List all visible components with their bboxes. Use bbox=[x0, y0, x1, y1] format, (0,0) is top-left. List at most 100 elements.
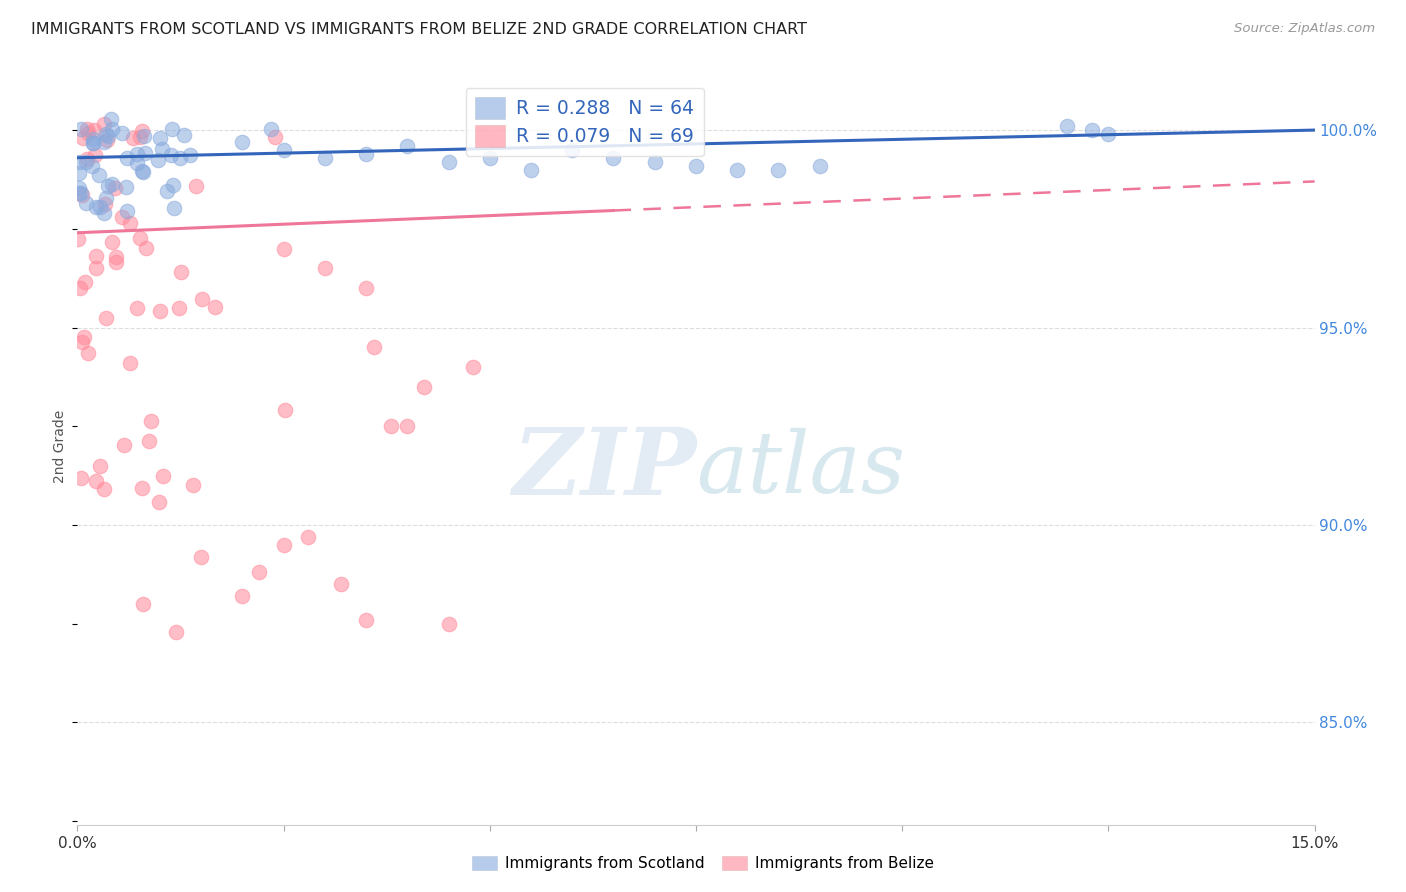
Point bbox=[67, 154, 90, 169]
Point bbox=[111, 126, 134, 140]
Point bbox=[132, 597, 155, 611]
Point bbox=[96, 133, 118, 147]
Point bbox=[169, 151, 191, 165]
Point bbox=[127, 156, 149, 170]
Point bbox=[274, 403, 297, 417]
Point bbox=[162, 178, 184, 192]
Point bbox=[149, 131, 172, 145]
Point bbox=[93, 117, 115, 131]
Point bbox=[725, 162, 748, 177]
Point bbox=[247, 566, 270, 580]
Point bbox=[121, 130, 143, 145]
Point bbox=[73, 275, 96, 289]
Point bbox=[1056, 119, 1078, 133]
Point bbox=[165, 624, 187, 639]
Point bbox=[125, 301, 148, 316]
Point bbox=[77, 126, 100, 140]
Point bbox=[89, 200, 111, 214]
Point bbox=[170, 265, 193, 279]
Point bbox=[105, 251, 128, 265]
Point bbox=[131, 124, 153, 138]
Point bbox=[76, 152, 98, 166]
Point bbox=[148, 153, 170, 167]
Point bbox=[93, 135, 115, 149]
Text: ZIP: ZIP bbox=[512, 424, 696, 514]
Point bbox=[191, 292, 214, 306]
Point bbox=[396, 139, 419, 153]
Point bbox=[808, 159, 831, 173]
Point bbox=[162, 121, 184, 136]
Point bbox=[685, 159, 707, 173]
Point bbox=[437, 616, 460, 631]
Point bbox=[86, 260, 108, 275]
Point bbox=[70, 188, 93, 202]
Point bbox=[148, 495, 170, 509]
Point bbox=[184, 178, 207, 193]
Point bbox=[768, 162, 790, 177]
Point bbox=[100, 121, 122, 136]
Point bbox=[115, 204, 138, 219]
Point bbox=[112, 438, 135, 452]
Point bbox=[76, 122, 98, 136]
Point bbox=[314, 261, 336, 276]
Point bbox=[273, 143, 295, 157]
Point bbox=[139, 414, 162, 428]
Point bbox=[93, 206, 115, 220]
Point bbox=[82, 136, 104, 150]
Point bbox=[67, 181, 90, 195]
Point bbox=[363, 340, 385, 354]
Point bbox=[89, 169, 111, 183]
Point bbox=[100, 112, 122, 127]
Point bbox=[86, 475, 108, 489]
Point bbox=[67, 186, 90, 200]
Point bbox=[82, 132, 104, 146]
Point bbox=[354, 146, 377, 161]
Point bbox=[179, 148, 201, 162]
Point bbox=[204, 301, 226, 315]
Point bbox=[73, 330, 96, 344]
Point bbox=[169, 301, 191, 315]
Point bbox=[66, 232, 89, 246]
Point bbox=[644, 154, 666, 169]
Point bbox=[94, 191, 117, 205]
Point bbox=[260, 121, 283, 136]
Point bbox=[132, 129, 155, 144]
Point bbox=[83, 148, 105, 162]
Point bbox=[70, 186, 93, 200]
Text: IMMIGRANTS FROM SCOTLAND VS IMMIGRANTS FROM BELIZE 2ND GRADE CORRELATION CHART: IMMIGRANTS FROM SCOTLAND VS IMMIGRANTS F… bbox=[31, 22, 807, 37]
Point bbox=[396, 419, 419, 434]
Point bbox=[128, 129, 150, 144]
Point bbox=[412, 380, 434, 394]
Point bbox=[127, 147, 149, 161]
Point bbox=[159, 148, 181, 162]
Point bbox=[132, 165, 155, 179]
Legend: R = 0.288   N = 64, R = 0.079   N = 69: R = 0.288 N = 64, R = 0.079 N = 69 bbox=[465, 87, 703, 156]
Point bbox=[354, 281, 377, 295]
Point bbox=[156, 185, 179, 199]
Point bbox=[138, 434, 160, 449]
Point bbox=[82, 159, 104, 173]
Point bbox=[75, 195, 97, 210]
Point bbox=[297, 530, 319, 544]
Point bbox=[97, 179, 120, 194]
Point bbox=[69, 121, 91, 136]
Point bbox=[72, 131, 94, 145]
Text: Source: ZipAtlas.com: Source: ZipAtlas.com bbox=[1234, 22, 1375, 36]
Point bbox=[70, 335, 93, 350]
Point bbox=[89, 459, 111, 474]
Point bbox=[83, 123, 105, 137]
Point bbox=[96, 128, 118, 142]
Point bbox=[84, 249, 107, 263]
Point bbox=[602, 151, 624, 165]
Point bbox=[463, 359, 485, 374]
Point bbox=[118, 356, 141, 370]
Text: atlas: atlas bbox=[696, 427, 905, 510]
Point bbox=[148, 304, 170, 318]
Point bbox=[75, 155, 97, 169]
Point bbox=[118, 216, 141, 230]
Point bbox=[93, 482, 115, 496]
Point bbox=[264, 129, 287, 144]
Point bbox=[314, 151, 336, 165]
Point bbox=[101, 235, 124, 250]
Point bbox=[150, 142, 173, 156]
